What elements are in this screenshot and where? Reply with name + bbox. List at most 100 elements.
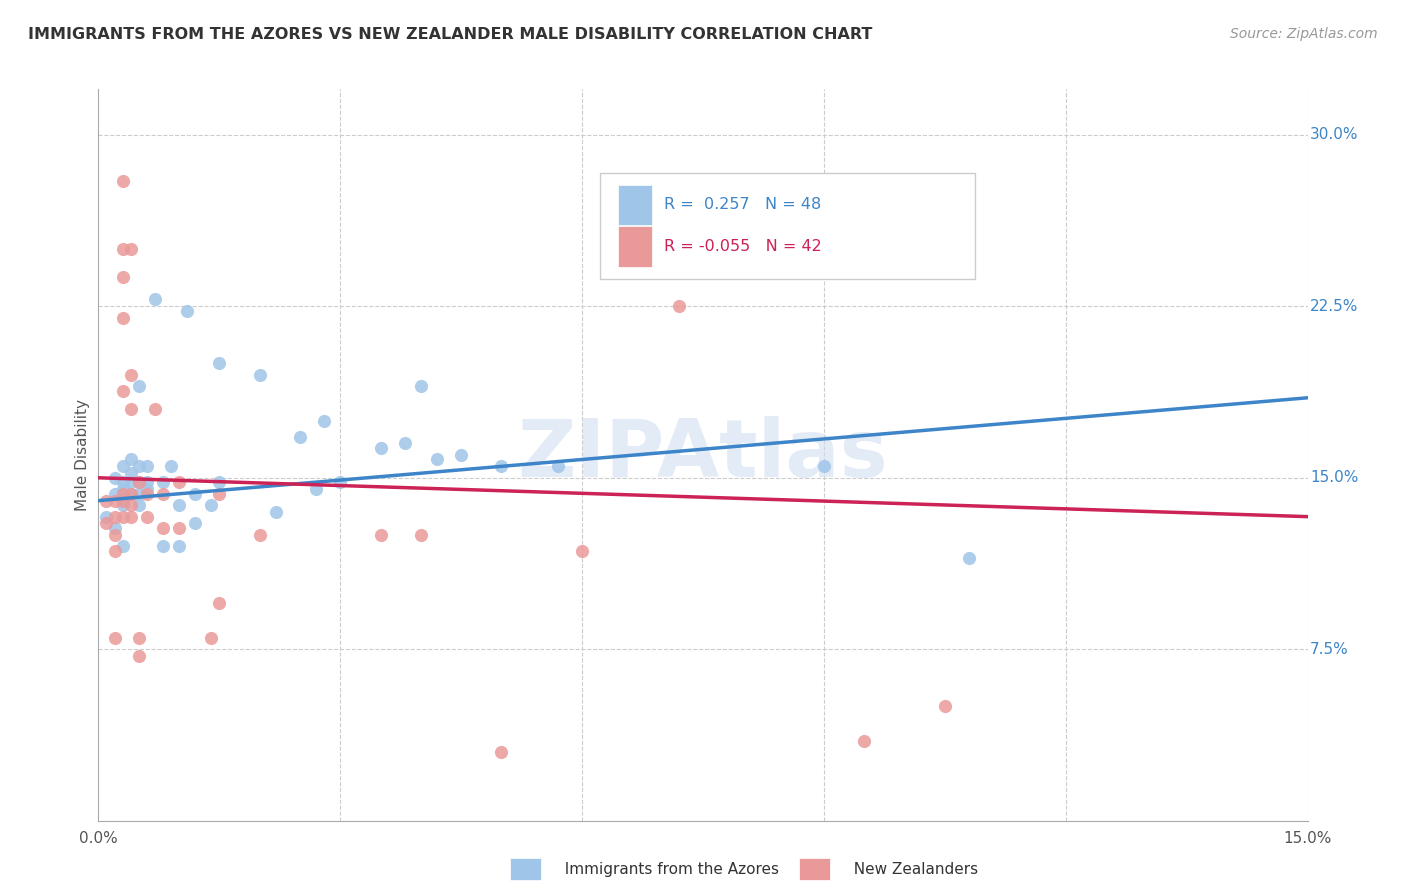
- Point: [208, 487, 231, 501]
- Point: [120, 368, 142, 382]
- Point: [370, 528, 392, 542]
- Point: [813, 459, 835, 474]
- Text: Source: ZipAtlas.com: Source: ZipAtlas.com: [1230, 27, 1378, 41]
- Point: [128, 631, 150, 645]
- Point: [167, 475, 190, 490]
- Point: [128, 475, 150, 490]
- Point: [934, 699, 956, 714]
- Text: Immigrants from the Azores: Immigrants from the Azores: [555, 863, 779, 877]
- Text: 7.5%: 7.5%: [1310, 641, 1348, 657]
- Point: [329, 475, 352, 490]
- Point: [288, 429, 311, 443]
- Text: 30.0%: 30.0%: [1310, 128, 1358, 143]
- Point: [103, 521, 125, 535]
- Y-axis label: Male Disability: Male Disability: [75, 399, 90, 511]
- Point: [957, 550, 980, 565]
- Point: [128, 459, 150, 474]
- FancyBboxPatch shape: [619, 227, 652, 267]
- Point: [111, 242, 134, 256]
- Point: [120, 475, 142, 490]
- Point: [176, 304, 198, 318]
- Point: [111, 310, 134, 325]
- Point: [111, 498, 134, 512]
- Point: [167, 498, 190, 512]
- Point: [208, 356, 231, 371]
- Text: 15.0%: 15.0%: [1310, 470, 1358, 485]
- Point: [103, 509, 125, 524]
- Point: [314, 414, 336, 428]
- Point: [571, 544, 593, 558]
- Text: ZIPAtlas: ZIPAtlas: [517, 416, 889, 494]
- Point: [96, 516, 118, 531]
- Point: [491, 745, 513, 759]
- Point: [167, 521, 190, 535]
- Point: [111, 482, 134, 496]
- Point: [120, 242, 142, 256]
- Point: [668, 299, 690, 313]
- Point: [103, 487, 125, 501]
- Point: [208, 475, 231, 490]
- Point: [249, 368, 271, 382]
- Point: [370, 441, 392, 455]
- Point: [135, 509, 157, 524]
- Point: [103, 471, 125, 485]
- FancyBboxPatch shape: [619, 185, 652, 225]
- Point: [135, 459, 157, 474]
- Point: [264, 505, 287, 519]
- FancyBboxPatch shape: [600, 173, 976, 279]
- Point: [120, 487, 142, 501]
- Point: [394, 436, 416, 450]
- Point: [96, 493, 118, 508]
- Point: [409, 379, 432, 393]
- Point: [111, 493, 134, 508]
- Point: [120, 509, 142, 524]
- Point: [111, 459, 134, 474]
- Point: [450, 448, 472, 462]
- Point: [128, 475, 150, 490]
- Point: [167, 539, 190, 553]
- Point: [184, 516, 207, 531]
- Point: [249, 528, 271, 542]
- Text: IMMIGRANTS FROM THE AZORES VS NEW ZEALANDER MALE DISABILITY CORRELATION CHART: IMMIGRANTS FROM THE AZORES VS NEW ZEALAN…: [28, 27, 873, 42]
- Point: [120, 487, 142, 501]
- Point: [160, 459, 183, 474]
- Point: [111, 475, 134, 490]
- Point: [152, 521, 174, 535]
- Point: [111, 269, 134, 284]
- Point: [111, 384, 134, 398]
- Point: [200, 498, 222, 512]
- Point: [120, 452, 142, 467]
- Point: [152, 487, 174, 501]
- Point: [128, 487, 150, 501]
- Point: [184, 487, 207, 501]
- Point: [111, 509, 134, 524]
- Point: [135, 487, 157, 501]
- Point: [111, 487, 134, 501]
- Point: [143, 293, 166, 307]
- Point: [120, 498, 142, 512]
- Point: [120, 466, 142, 480]
- Point: [426, 452, 449, 467]
- Text: R =  0.257   N = 48: R = 0.257 N = 48: [664, 197, 821, 212]
- Point: [120, 402, 142, 417]
- Point: [128, 649, 150, 664]
- Point: [152, 539, 174, 553]
- Text: 22.5%: 22.5%: [1310, 299, 1358, 314]
- Point: [128, 498, 150, 512]
- Point: [143, 402, 166, 417]
- Point: [103, 631, 125, 645]
- Point: [135, 475, 157, 490]
- Point: [409, 528, 432, 542]
- Point: [103, 493, 125, 508]
- Point: [96, 509, 118, 524]
- Point: [491, 459, 513, 474]
- Text: New Zealanders: New Zealanders: [844, 863, 977, 877]
- Point: [135, 482, 157, 496]
- Point: [111, 173, 134, 187]
- Point: [547, 459, 569, 474]
- Text: R = -0.055   N = 42: R = -0.055 N = 42: [664, 239, 823, 254]
- Point: [200, 631, 222, 645]
- Point: [853, 733, 876, 747]
- Point: [208, 597, 231, 611]
- Point: [103, 528, 125, 542]
